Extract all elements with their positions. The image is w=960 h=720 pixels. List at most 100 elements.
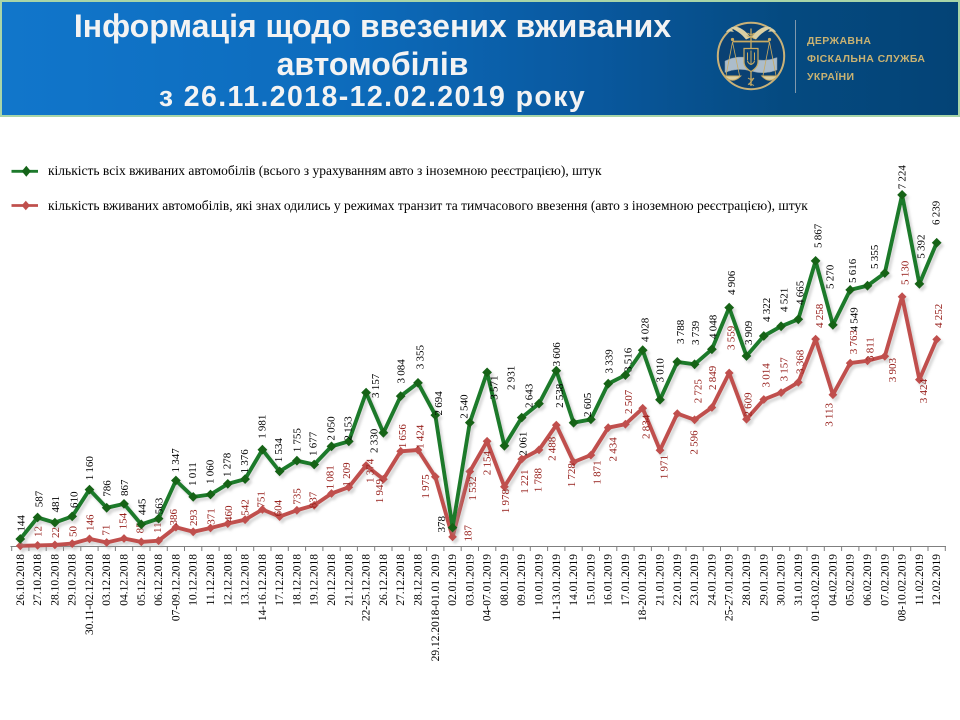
svg-text:3 157: 3 157 <box>370 373 382 398</box>
svg-text:10.01.2019: 10.01.2019 <box>534 554 546 606</box>
svg-text:71: 71 <box>101 525 113 536</box>
svg-text:3 113: 3 113 <box>824 403 836 427</box>
svg-text:12.02.2019: 12.02.2019 <box>931 554 943 606</box>
svg-text:3 739: 3 739 <box>690 320 702 345</box>
svg-text:154: 154 <box>118 512 130 529</box>
svg-text:386: 386 <box>168 509 180 526</box>
svg-text:4 665: 4 665 <box>795 280 807 305</box>
svg-text:563: 563 <box>153 497 165 514</box>
svg-text:460: 460 <box>223 505 235 522</box>
svg-text:3 014: 3 014 <box>761 363 773 388</box>
svg-text:4 048: 4 048 <box>708 314 720 339</box>
svg-text:1 532: 1 532 <box>467 476 479 500</box>
svg-text:2 931: 2 931 <box>506 366 518 390</box>
svg-text:22: 22 <box>50 527 62 538</box>
svg-text:20.12.2018: 20.12.2018 <box>326 554 338 606</box>
svg-text:786: 786 <box>102 480 114 497</box>
svg-text:751: 751 <box>256 491 268 508</box>
svg-text:3 339: 3 339 <box>604 349 616 374</box>
svg-text:1 656: 1 656 <box>397 424 409 449</box>
svg-text:04.12.2018: 04.12.2018 <box>119 554 131 606</box>
svg-text:30.01.2019: 30.01.2019 <box>776 554 788 606</box>
svg-text:2 643: 2 643 <box>524 383 536 408</box>
svg-text:06.02.2019: 06.02.2019 <box>862 554 874 606</box>
svg-text:30.11-02.12.2018: 30.11-02.12.2018 <box>84 554 96 635</box>
svg-text:27.12.2018: 27.12.2018 <box>395 554 407 606</box>
svg-text:11-13.01.2019: 11-13.01.2019 <box>551 554 563 621</box>
svg-text:3 368: 3 368 <box>795 349 807 374</box>
svg-text:293: 293 <box>188 509 200 526</box>
svg-text:21.12.2018: 21.12.2018 <box>343 554 355 606</box>
svg-text:16.01.2019: 16.01.2019 <box>603 554 615 606</box>
svg-text:1 788: 1 788 <box>533 468 545 493</box>
svg-text:3 424: 3 424 <box>918 379 930 404</box>
svg-text:22.01.2019: 22.01.2019 <box>672 554 684 606</box>
svg-text:07.02.2019: 07.02.2019 <box>879 554 891 606</box>
svg-text:3 010: 3 010 <box>655 358 667 383</box>
svg-text:09.01.2019: 09.01.2019 <box>516 554 528 606</box>
svg-text:2 609: 2 609 <box>743 392 755 417</box>
svg-text:26.12.2018: 26.12.2018 <box>378 554 390 606</box>
svg-text:3 763: 3 763 <box>848 329 860 354</box>
svg-text:146: 146 <box>85 514 97 531</box>
svg-text:5 355: 5 355 <box>869 244 881 269</box>
svg-text:50: 50 <box>68 526 80 538</box>
svg-text:19.12.2018: 19.12.2018 <box>309 554 321 606</box>
svg-text:3 909: 3 909 <box>743 320 755 345</box>
svg-text:1 728: 1 728 <box>566 463 578 488</box>
svg-text:2 488: 2 488 <box>547 436 559 461</box>
svg-text:1 278: 1 278 <box>222 452 234 477</box>
svg-text:5 130: 5 130 <box>900 260 912 285</box>
svg-text:2 605: 2 605 <box>582 392 594 417</box>
svg-text:5 270: 5 270 <box>825 264 837 289</box>
svg-text:587: 587 <box>34 490 46 507</box>
svg-text:17.12.2018: 17.12.2018 <box>274 554 286 606</box>
svg-text:1 534: 1 534 <box>273 438 285 463</box>
svg-text:2 725: 2 725 <box>693 379 705 404</box>
svg-text:3 157: 3 157 <box>779 357 791 382</box>
svg-text:29.10.2018: 29.10.2018 <box>67 554 79 606</box>
svg-text:21.01.2019: 21.01.2019 <box>655 554 667 606</box>
svg-text:17.01.2019: 17.01.2019 <box>620 554 632 606</box>
svg-text:04-07.01.2019: 04-07.01.2019 <box>482 554 494 621</box>
svg-text:31.01.2019: 31.01.2019 <box>793 554 805 606</box>
svg-text:4 322: 4 322 <box>761 298 773 322</box>
svg-text:3 559: 3 559 <box>726 325 738 350</box>
svg-text:4 258: 4 258 <box>814 303 826 328</box>
svg-text:28.01.2019: 28.01.2019 <box>741 554 753 606</box>
svg-text:7 224: 7 224 <box>897 165 909 190</box>
svg-text:07-09.12.2018: 07-09.12.2018 <box>170 554 182 621</box>
svg-text:1 755: 1 755 <box>292 428 304 453</box>
svg-text:3 571: 3 571 <box>489 375 501 399</box>
svg-text:26.10.2018: 26.10.2018 <box>15 554 27 606</box>
svg-text:2 154: 2 154 <box>482 451 494 476</box>
svg-text:28.10.2018: 28.10.2018 <box>49 554 61 606</box>
svg-text:1 949: 1 949 <box>374 479 386 504</box>
svg-text:15.01.2019: 15.01.2019 <box>585 554 597 606</box>
svg-text:14.01.2019: 14.01.2019 <box>568 554 580 606</box>
svg-text:4 252: 4 252 <box>933 304 945 328</box>
svg-text:12: 12 <box>33 526 45 537</box>
svg-text:735: 735 <box>292 488 304 505</box>
svg-text:1 221: 1 221 <box>519 470 531 494</box>
svg-text:05.12.2018: 05.12.2018 <box>136 554 148 606</box>
svg-text:1 424: 1 424 <box>415 424 427 449</box>
svg-text:1 209: 1 209 <box>341 462 353 487</box>
svg-text:837: 837 <box>308 491 320 508</box>
svg-text:5 867: 5 867 <box>813 223 825 248</box>
svg-text:29.01.2019: 29.01.2019 <box>758 554 770 606</box>
svg-text:2 596: 2 596 <box>689 430 701 455</box>
svg-text:3 788: 3 788 <box>675 319 687 344</box>
svg-text:06.12.2018: 06.12.2018 <box>153 554 165 606</box>
svg-text:3 903: 3 903 <box>887 358 899 383</box>
svg-text:2 061: 2 061 <box>518 432 530 456</box>
svg-text:2 694: 2 694 <box>433 391 445 416</box>
svg-text:3 084: 3 084 <box>396 359 408 384</box>
svg-text:187: 187 <box>463 525 475 542</box>
svg-text:3 606: 3 606 <box>551 342 563 367</box>
svg-text:03.12.2018: 03.12.2018 <box>101 554 113 606</box>
svg-text:5 616: 5 616 <box>847 258 859 283</box>
svg-text:22-25.12.2018: 22-25.12.2018 <box>361 554 373 621</box>
svg-text:1 060: 1 060 <box>205 459 217 484</box>
svg-text:10.12.2018: 10.12.2018 <box>188 554 200 606</box>
